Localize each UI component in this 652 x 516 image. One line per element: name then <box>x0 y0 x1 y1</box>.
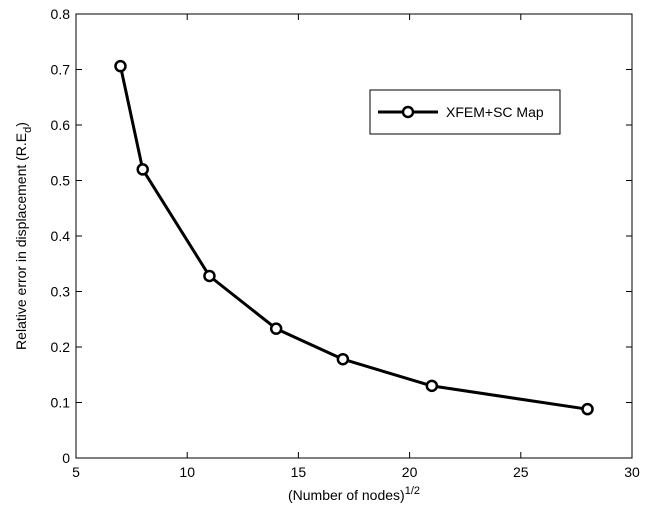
data-point <box>581 402 594 416</box>
y-tick-label: 0 <box>62 450 70 466</box>
y-tick-labels: 0 0.1 0.2 0.3 0.4 0.5 0.6 0.7 0.8 <box>51 6 71 466</box>
data-point <box>336 352 350 366</box>
data-point <box>269 322 283 335</box>
x-axis-label-superscript: 1/2 <box>405 485 420 497</box>
y-tick-label: 0.3 <box>51 284 71 300</box>
legend: XFEM+SC Map <box>369 89 561 135</box>
data-point <box>136 163 149 176</box>
y-tick-label: 0.2 <box>51 339 71 355</box>
data-point <box>425 379 439 393</box>
x-tick-label: 10 <box>179 464 195 480</box>
y-tick-label: 0.4 <box>51 228 71 244</box>
x-tick-label: 5 <box>72 464 80 480</box>
series-layer <box>114 59 594 416</box>
x-tick-label: 30 <box>624 464 640 480</box>
y-tick-label: 0.7 <box>51 62 71 78</box>
data-point <box>114 59 127 73</box>
axis-ticks <box>75 13 633 459</box>
legend-marker <box>401 105 415 119</box>
x-tick-labels: 5 10 15 20 25 30 <box>72 464 640 480</box>
x-axis-label: (Number of nodes)1/2 <box>288 485 420 503</box>
x-tick-label: 15 <box>291 464 307 480</box>
y-axis-label-subscript: d <box>22 127 34 133</box>
plot-area <box>75 13 633 459</box>
legend-label: XFEM+SC Map <box>446 104 544 120</box>
y-tick-label: 0.8 <box>51 6 71 22</box>
x-tick-label: 20 <box>402 464 418 480</box>
y-tick-label: 0.6 <box>51 117 71 133</box>
data-point <box>203 269 216 283</box>
y-axis-label: Relative error in displacement (R.Ed) <box>13 122 34 350</box>
x-tick-label: 25 <box>513 464 529 480</box>
y-tick-label: 0.1 <box>51 395 71 411</box>
y-tick-label: 0.5 <box>51 173 71 189</box>
